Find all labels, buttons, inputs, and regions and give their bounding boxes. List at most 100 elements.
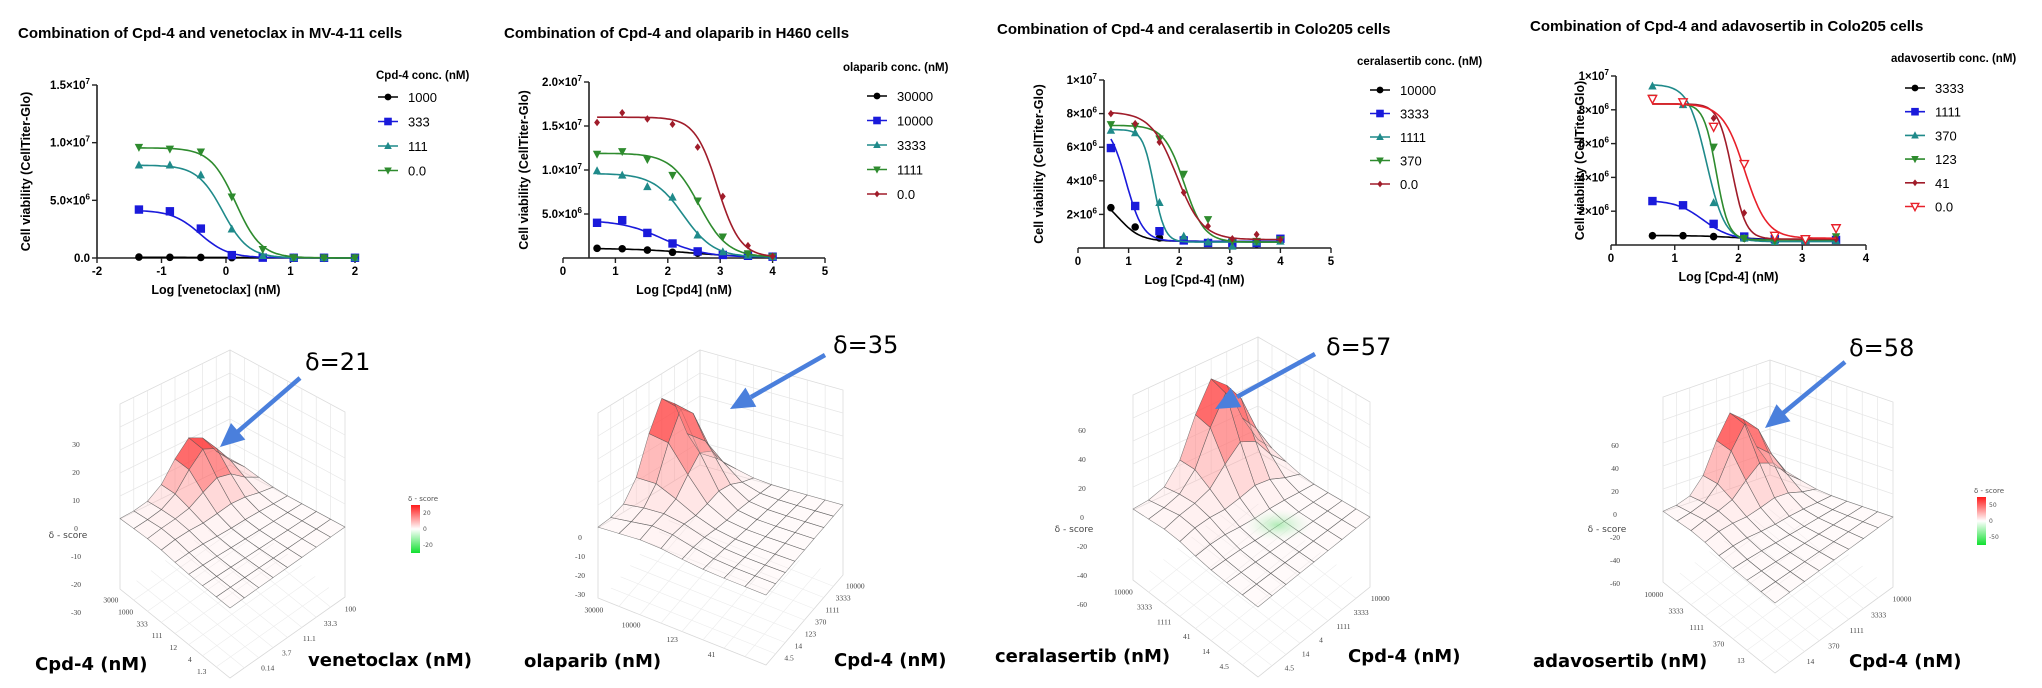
data-point bbox=[668, 239, 677, 248]
z-tick-label: -40 bbox=[1610, 556, 1620, 565]
data-point bbox=[669, 120, 676, 129]
col-axis-label: Cpd-4 (nM) bbox=[1348, 646, 1460, 667]
data-point bbox=[289, 254, 298, 263]
row-axis-label: ceralasertib (nM) bbox=[995, 646, 1170, 667]
y-tick-label: 8×106 bbox=[1579, 102, 1610, 117]
data-point bbox=[1648, 81, 1657, 90]
colorbar-tick-label: 50 bbox=[1989, 502, 1997, 509]
data-point bbox=[1647, 94, 1658, 105]
data-point bbox=[668, 192, 677, 201]
floor-gridline bbox=[1724, 540, 1835, 631]
floor-gridline bbox=[188, 564, 302, 645]
data-point bbox=[319, 254, 329, 263]
row-tick-label: 370 bbox=[1713, 640, 1725, 649]
wall-gridline bbox=[119, 395, 231, 451]
legend-item: 370 bbox=[1905, 128, 1957, 143]
x-tick-label: 4 bbox=[1277, 256, 1284, 268]
legend-label: 41 bbox=[1935, 176, 1949, 191]
x-tick-label: 4 bbox=[769, 266, 776, 278]
legend-item: 3333 bbox=[1370, 107, 1429, 122]
col-axis-label: Cpd-4 (nM) bbox=[834, 650, 946, 671]
data-point bbox=[165, 145, 175, 154]
data-point bbox=[1376, 86, 1384, 94]
floor-gridline bbox=[1163, 559, 1287, 655]
floor-gridline bbox=[222, 519, 331, 608]
z-tick-label: -60 bbox=[1077, 600, 1087, 609]
data-point bbox=[1155, 227, 1164, 236]
data-point bbox=[227, 224, 237, 233]
x-axis-label: Log [Cpd4] (nM) bbox=[636, 283, 732, 297]
data-point bbox=[693, 197, 702, 206]
data-point bbox=[694, 143, 701, 151]
surface-mesh bbox=[119, 437, 346, 609]
y-axis-label: Cell viability (CellTiter-Glo) bbox=[1573, 81, 1587, 241]
legend-item: 0.0 bbox=[378, 164, 426, 179]
data-point bbox=[769, 252, 776, 261]
x-tick-label: -1 bbox=[156, 266, 167, 278]
z-axis-label: δ - score bbox=[49, 531, 88, 541]
floor-gridline bbox=[1210, 552, 1322, 641]
colorbar-title: δ - score bbox=[1974, 487, 2004, 495]
col-tick-label: 3333 bbox=[1871, 610, 1886, 619]
legend-label: 0.0 bbox=[408, 164, 426, 179]
floor-gridline bbox=[193, 539, 303, 628]
wall-gridline bbox=[597, 395, 701, 460]
floor-gridline bbox=[639, 554, 805, 621]
data-point bbox=[592, 150, 602, 159]
col-tick-label: 14 bbox=[795, 642, 803, 651]
floor-gridline bbox=[1242, 576, 1353, 666]
annotation-arrowhead-icon bbox=[1765, 404, 1791, 428]
data-point bbox=[1830, 224, 1842, 235]
axes: -2 -1 0 1 2 0.0 5.0×106 1.0×107 1.5×107 Log [vene… bbox=[19, 77, 358, 297]
x-tick-label: 2 bbox=[1735, 253, 1741, 265]
series-333 bbox=[134, 205, 360, 262]
floor-gridline bbox=[1709, 551, 1820, 641]
y-axis-label: Cell viability (CellTiter-Glo) bbox=[517, 90, 531, 250]
plot-area bbox=[1106, 109, 1285, 250]
floor-gridline bbox=[150, 570, 259, 658]
floor-gridline bbox=[1718, 542, 1835, 628]
legend-title: ceralasertib conc. (nM) bbox=[1357, 56, 1482, 68]
delta-score-label: δ=57 bbox=[1326, 333, 1391, 361]
data-point bbox=[745, 241, 751, 250]
y-tick-label: 2×106 bbox=[1067, 206, 1098, 221]
legend-label: 0.0 bbox=[1400, 177, 1418, 192]
data-point bbox=[618, 215, 627, 225]
data-point bbox=[1710, 114, 1717, 123]
col-tick-label: 100 bbox=[345, 604, 357, 613]
data-point bbox=[1677, 98, 1689, 109]
legend-title: adavosertib conc. (nM) bbox=[1891, 53, 2016, 65]
row-tick-label: 41 bbox=[708, 650, 716, 659]
floor-gridline bbox=[668, 520, 834, 587]
box-floor bbox=[119, 519, 346, 679]
wall-gridline bbox=[1257, 382, 1371, 449]
legend-label: 1111 bbox=[897, 163, 923, 178]
data-point bbox=[1277, 235, 1284, 244]
axes: 0 1 2 3 4 5 5.0×106 1.0×107 1.5×107 2.0×107 Log [C… bbox=[517, 74, 829, 297]
floor-gridline bbox=[610, 587, 776, 655]
surface-cell bbox=[814, 499, 844, 517]
data-point bbox=[693, 247, 702, 256]
data-point bbox=[618, 170, 627, 179]
synergy-surface-olaparib: 0 -10 -20 -30 30000 10000 123 41 10000 3333 1111 37… bbox=[524, 331, 946, 672]
floor-gridline bbox=[1679, 572, 1790, 663]
z-tick-label: -20 bbox=[1077, 542, 1087, 551]
data-point bbox=[873, 140, 881, 149]
y-tick-label: 2×106 bbox=[1579, 203, 1610, 218]
data-point bbox=[1106, 121, 1116, 130]
wall-gridline bbox=[699, 441, 844, 483]
x-tick-label: -2 bbox=[92, 266, 102, 278]
plot-area bbox=[592, 109, 777, 262]
fit-curve bbox=[597, 152, 773, 258]
col-tick-label: 33.3 bbox=[324, 619, 337, 628]
data-point bbox=[165, 160, 175, 169]
z-tick-label: 20 bbox=[72, 468, 80, 477]
x-tick-label: 0 bbox=[223, 266, 229, 278]
x-tick-label: 2 bbox=[352, 266, 358, 278]
annotation-arrowhead-icon bbox=[730, 387, 757, 409]
annotation-arrow-shaft bbox=[1235, 352, 1317, 399]
y-tick-label: 1×107 bbox=[1067, 72, 1098, 87]
data-point bbox=[196, 224, 206, 233]
col-tick-label: 370 bbox=[815, 618, 827, 627]
legend-title: olaparib conc. (nM) bbox=[843, 62, 949, 74]
